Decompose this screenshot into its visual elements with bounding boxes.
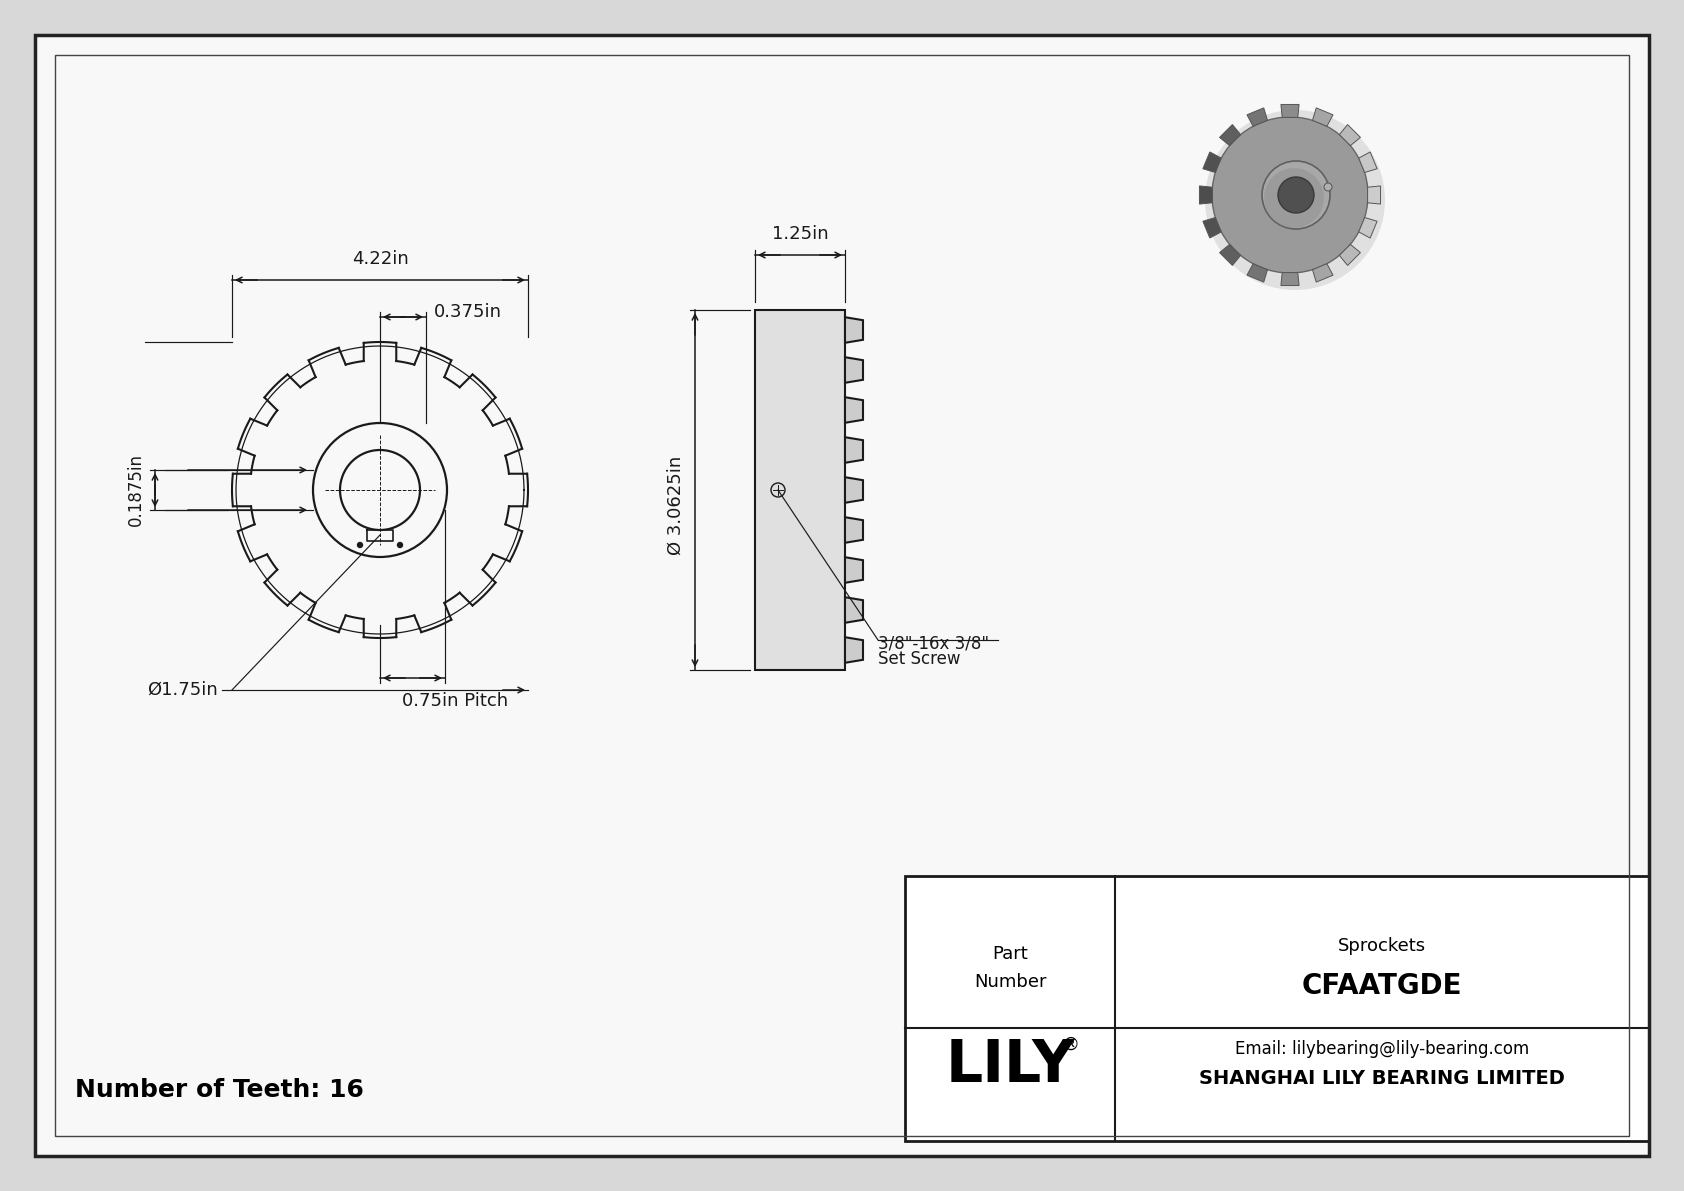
Circle shape (1324, 183, 1332, 191)
Circle shape (357, 542, 362, 548)
Text: 0.75in Pitch: 0.75in Pitch (402, 692, 509, 710)
Polygon shape (1367, 186, 1381, 204)
Text: LILY: LILY (945, 1036, 1074, 1093)
Polygon shape (1359, 152, 1378, 173)
Text: 0.375in: 0.375in (434, 303, 502, 322)
Bar (904, 877, 1649, 1141)
Polygon shape (845, 398, 862, 423)
Text: 3/8"-16x 3/8": 3/8"-16x 3/8" (877, 634, 989, 651)
Polygon shape (1219, 125, 1241, 145)
Polygon shape (845, 357, 862, 382)
Circle shape (1261, 161, 1330, 229)
Text: Ø 3.0625in: Ø 3.0625in (667, 455, 685, 555)
Polygon shape (1219, 244, 1241, 266)
Bar (904, 877, 1649, 1141)
Polygon shape (1339, 125, 1361, 145)
Polygon shape (1202, 218, 1221, 238)
Text: 4.22in: 4.22in (352, 250, 409, 268)
Circle shape (1212, 117, 1367, 273)
Text: 0.1875in: 0.1875in (126, 454, 145, 526)
Text: Ø1.75in: Ø1.75in (147, 681, 217, 699)
Circle shape (397, 542, 402, 548)
Text: Sprockets: Sprockets (1337, 937, 1426, 955)
Text: ®: ® (1061, 1036, 1079, 1054)
Text: CFAATGDE: CFAATGDE (1302, 972, 1462, 1000)
Polygon shape (1199, 186, 1212, 204)
Text: Number of Teeth: 16: Number of Teeth: 16 (76, 1078, 364, 1102)
Polygon shape (1282, 273, 1298, 286)
Polygon shape (1312, 108, 1334, 126)
Polygon shape (1359, 218, 1378, 238)
Polygon shape (1202, 152, 1221, 173)
Polygon shape (1246, 263, 1268, 282)
Polygon shape (845, 517, 862, 543)
Circle shape (1206, 110, 1384, 289)
Text: SHANGHAI LILY BEARING LIMITED: SHANGHAI LILY BEARING LIMITED (1199, 1070, 1564, 1089)
Text: 1.25in: 1.25in (771, 225, 829, 243)
Polygon shape (1282, 105, 1298, 118)
Polygon shape (845, 637, 862, 663)
Polygon shape (1312, 263, 1334, 282)
Polygon shape (1246, 108, 1268, 126)
Polygon shape (845, 597, 862, 623)
Polygon shape (845, 478, 862, 503)
Polygon shape (845, 557, 862, 582)
Polygon shape (1339, 244, 1361, 266)
Polygon shape (845, 437, 862, 463)
Polygon shape (845, 317, 862, 343)
Text: Set Screw: Set Screw (877, 650, 960, 668)
Bar (754, 310, 845, 671)
Text: Part
Number: Part Number (973, 946, 1046, 991)
Text: Email: lilybearing@lily-bearing.com: Email: lilybearing@lily-bearing.com (1234, 1040, 1529, 1058)
Circle shape (1278, 177, 1314, 213)
Circle shape (1265, 168, 1324, 227)
